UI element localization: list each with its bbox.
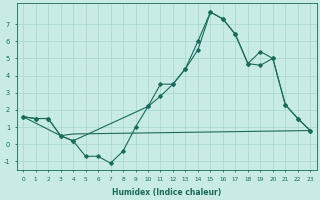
X-axis label: Humidex (Indice chaleur): Humidex (Indice chaleur) (112, 188, 221, 197)
